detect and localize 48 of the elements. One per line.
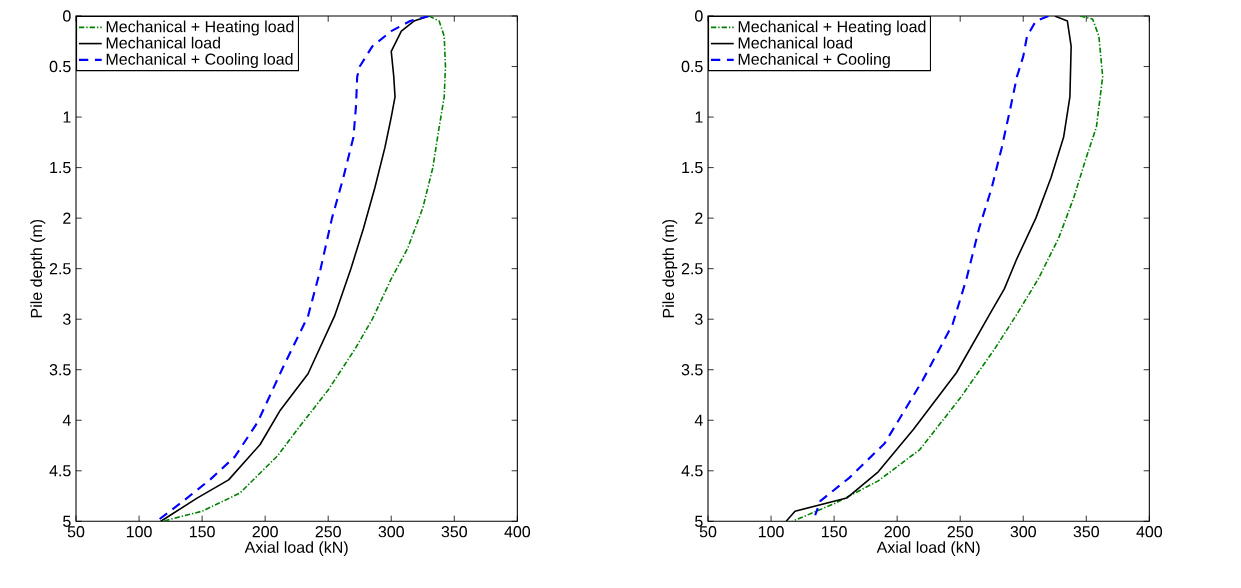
x-tick-label: 350 <box>441 526 468 538</box>
x-tick-label: 300 <box>378 526 404 538</box>
x-tick-label: 100 <box>126 526 152 538</box>
x-tick-label: 200 <box>884 526 910 538</box>
legend-label: Mechanical + Cooling <box>738 53 890 68</box>
y-tick-label: 1 <box>63 111 71 123</box>
y-tick-label: 0.5 <box>49 60 71 73</box>
x-tick-label: 250 <box>315 526 341 538</box>
legend-label: Mechanical + Heating load <box>106 20 294 36</box>
x-tick-label: 100 <box>758 526 784 538</box>
y-tick-label: 3.5 <box>681 364 703 376</box>
y-tick-label: 1 <box>695 111 703 123</box>
y-tick-label: 4 <box>62 414 71 426</box>
y-tick-label: 4 <box>694 414 703 426</box>
x-tick-label: 50 <box>67 526 85 538</box>
y-tick-label: 5 <box>63 515 71 527</box>
legend-label: Mechanical load <box>738 36 852 49</box>
x-tick-label: 400 <box>504 526 531 538</box>
y-tick-label: 0.5 <box>681 60 703 73</box>
x-axis-title: Axial load (kN) <box>244 541 348 557</box>
x-tick-label: 400 <box>1136 526 1163 538</box>
x-tick-label: 350 <box>1073 526 1100 538</box>
y-tick-label: 2.5 <box>49 263 71 275</box>
legend-label: Mechanical + Cooling load <box>106 53 293 68</box>
legend-label: Mechanical + Heating load <box>738 20 926 36</box>
y-tick-label: 5 <box>695 515 703 527</box>
y-tick-label: 2 <box>63 212 71 224</box>
y-tick-label: 3.5 <box>49 364 71 376</box>
x-tick-label: 150 <box>821 526 847 538</box>
y-axis-title: Pile depth (m) <box>30 219 46 318</box>
x-tick-label: 300 <box>1010 526 1036 538</box>
y-tick-label: 4.5 <box>49 465 71 477</box>
x-tick-label: 50 <box>699 526 717 538</box>
legend-label: Mechanical load <box>106 36 220 49</box>
x-axis-title: Axial load (kN) <box>876 541 980 557</box>
y-tick-label: 1.5 <box>50 162 71 174</box>
y-axis-title: Pile depth (m) <box>662 219 678 318</box>
y-tick-label: 2.5 <box>681 263 703 275</box>
y-tick-label: 0 <box>63 10 71 22</box>
y-tick-label: 4.5 <box>681 465 703 477</box>
y-tick-label: 1.5 <box>682 162 703 174</box>
x-tick-label: 200 <box>252 526 278 538</box>
y-tick-label: 3 <box>695 313 703 325</box>
x-tick-label: 150 <box>189 526 215 538</box>
y-tick-label: 0 <box>695 10 703 22</box>
y-tick-label: 3 <box>63 313 71 325</box>
y-tick-label: 2 <box>695 212 703 224</box>
x-tick-label: 250 <box>947 526 973 538</box>
